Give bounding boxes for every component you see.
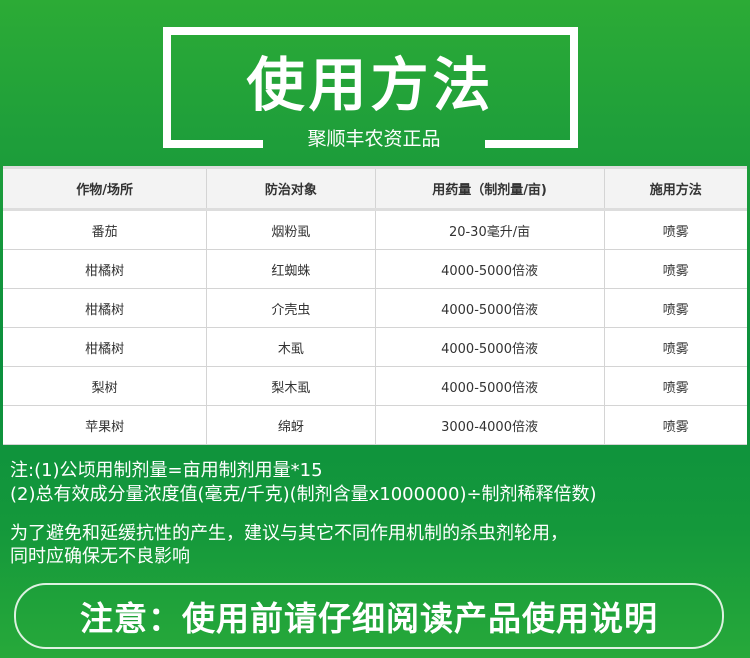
note-line-1: 注:(1)公顷用制剂量=亩用制剂用量*15 [10,460,323,481]
table-cell: 喷雾 [662,302,689,318]
table-cell: 木虱 [207,328,376,366]
table-cell: 柑橘树 [3,250,208,288]
usage-table: 作物/场所 防治对象 用药量（制剂量/亩) 施用方法 番茄 烟粉虱 20-30毫升/… [3,166,747,445]
table-cell: 4000-5000倍液 [376,328,605,366]
column-header: 防治对象 [207,169,376,208]
note-line-3: 为了避免和延缓抗性的产生，建议与其它不同作用机制的杀虫剂轮用， [10,523,568,544]
table-cell: 喷雾 [662,263,689,279]
table-cell: 喷雾 [662,380,689,396]
table-cell: 番茄 [3,211,208,249]
table-cell: 烟粉虱 [207,211,376,249]
table-cell: 喷雾 [662,419,689,435]
table-cell: 喷雾 [662,341,689,357]
table-cell: 苹果树 [3,406,208,444]
warning-text: 注意：使用前请仔细阅读产品使用说明 [80,599,658,638]
table-row: 梨树 梨木虱 4000-5000倍液 喷雾 [3,367,747,406]
table-row: 柑橘树 介壳虫 4000-5000倍液 喷雾 [3,289,747,328]
column-header: 施用方法 [649,183,702,198]
table-row: 柑橘树 红蜘蛛 4000-5000倍液 喷雾 [3,250,747,289]
page-title: 使用方法 [246,51,495,119]
table-cell: 4000-5000倍液 [376,367,605,405]
table-row: 苹果树 绵蚜 3000-4000倍液 喷雾 [3,406,747,445]
table-cell: 绵蚜 [207,406,376,444]
column-header: 作物/场所 [3,169,208,208]
table-row: 柑橘树 木虱 4000-5000倍液 喷雾 [3,328,747,367]
page-subtitle: 聚顺丰农资正品 [307,128,441,150]
note-line-4: 同时应确保无不良影响 [10,546,190,567]
column-header: 用药量（制剂量/亩) [376,169,605,208]
table-cell: 20-30毫升/亩 [376,211,605,249]
table-cell: 喷雾 [662,224,689,240]
note-line-2: (2)总有效成分量浓度值(毫克/千克)(制剂含量x1000000)÷制剂稀释倍数… [10,484,597,505]
table-cell: 4000-5000倍液 [376,250,605,288]
table-cell: 柑橘树 [3,289,208,327]
table-cell: 4000-5000倍液 [376,289,605,327]
table-cell: 介壳虫 [207,289,376,327]
table-cell: 3000-4000倍液 [376,406,605,444]
table-cell: 柑橘树 [3,328,208,366]
title-frame-bottom-right [485,140,578,148]
table-row: 番茄 烟粉虱 20-30毫升/亩 喷雾 [3,211,747,250]
title-frame [163,27,578,140]
table-cell: 梨树 [3,367,208,405]
table-cell: 梨木虱 [207,367,376,405]
title-frame-bottom-left [163,140,263,148]
table-cell: 红蜘蛛 [207,250,376,288]
table-header: 作物/场所 防治对象 用药量（制剂量/亩) 施用方法 [3,169,747,211]
warning-banner: 注意：使用前请仔细阅读产品使用说明 [14,583,724,649]
